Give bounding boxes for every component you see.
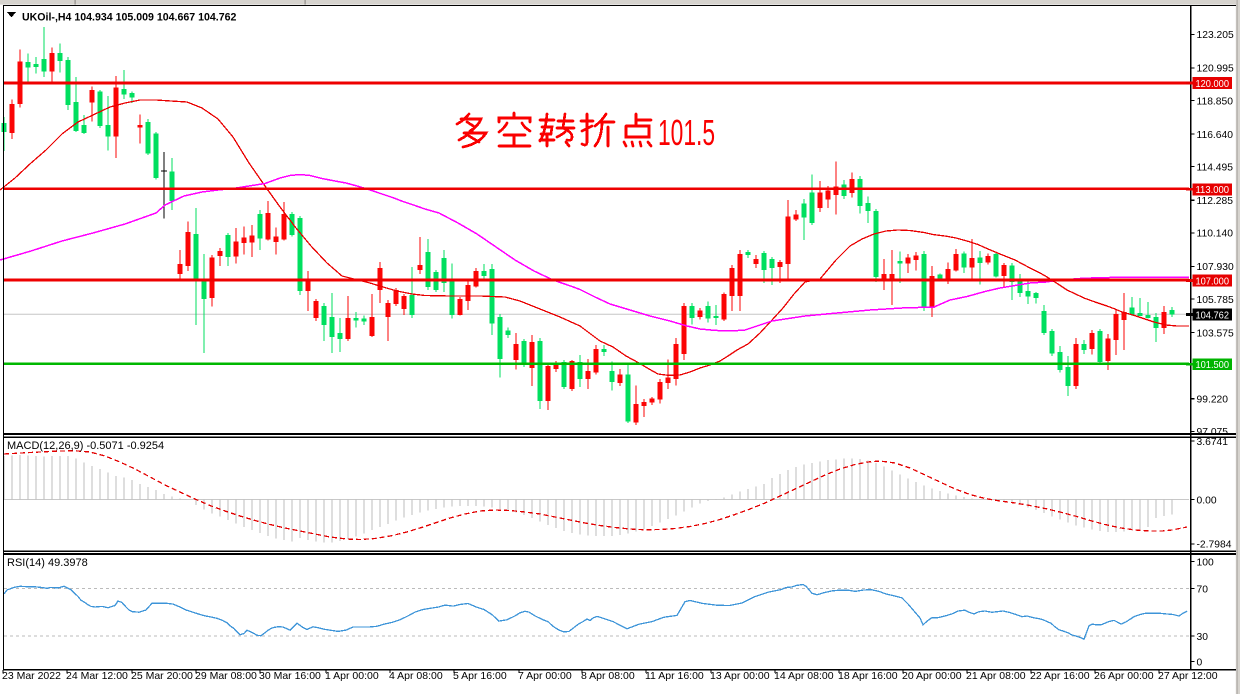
svg-text:RSI(14) 49.3978: RSI(14) 49.3978 bbox=[7, 557, 88, 569]
svg-text:99.220: 99.220 bbox=[1197, 395, 1229, 406]
svg-text:11 Apr 16:00: 11 Apr 16:00 bbox=[645, 670, 704, 682]
svg-text:8 Apr 08:00: 8 Apr 08:00 bbox=[581, 670, 635, 682]
svg-text:101.5: 101.5 bbox=[658, 112, 715, 153]
svg-text:0.00: 0.00 bbox=[1197, 495, 1217, 506]
svg-text:70: 70 bbox=[1197, 584, 1209, 595]
svg-text:104.762: 104.762 bbox=[1196, 310, 1230, 321]
svg-text:UKOil-,H4 104.934 105.009 104: UKOil-,H4 104.934 105.009 104.667 104.76… bbox=[22, 12, 236, 24]
svg-text:7 Apr 00:00: 7 Apr 00:00 bbox=[518, 670, 572, 682]
svg-text:123.205: 123.205 bbox=[1197, 30, 1234, 41]
svg-text:21 Apr 08:00: 21 Apr 08:00 bbox=[966, 670, 1026, 682]
svg-text:1 Apr 00:00: 1 Apr 00:00 bbox=[325, 670, 379, 682]
svg-text:23 Mar 2022: 23 Mar 2022 bbox=[2, 670, 61, 682]
svg-text:105.785: 105.785 bbox=[1197, 295, 1234, 306]
svg-text:30 Mar 16:00: 30 Mar 16:00 bbox=[259, 670, 321, 682]
svg-text:22 Apr 16:00: 22 Apr 16:00 bbox=[1030, 670, 1090, 682]
svg-text:27 Apr 12:00: 27 Apr 12:00 bbox=[1158, 670, 1218, 682]
svg-text:112.285: 112.285 bbox=[1197, 196, 1234, 207]
svg-text:14 Apr 08:00: 14 Apr 08:00 bbox=[774, 670, 834, 682]
svg-text:118.850: 118.850 bbox=[1197, 96, 1234, 107]
svg-text:20 Apr 00:00: 20 Apr 00:00 bbox=[902, 670, 962, 682]
svg-text:-2.7984: -2.7984 bbox=[1197, 540, 1232, 551]
svg-text:97.075: 97.075 bbox=[1197, 427, 1229, 438]
svg-text:18 Apr 16:00: 18 Apr 16:00 bbox=[838, 670, 898, 682]
svg-text:100: 100 bbox=[1197, 557, 1214, 568]
svg-text:116.640: 116.640 bbox=[1197, 130, 1234, 141]
svg-text:107.930: 107.930 bbox=[1197, 262, 1234, 273]
svg-text:30: 30 bbox=[1197, 632, 1209, 643]
svg-text:120.000: 120.000 bbox=[1196, 79, 1230, 90]
svg-text:25 Mar 20:00: 25 Mar 20:00 bbox=[131, 670, 193, 682]
svg-text:5 Apr 16:00: 5 Apr 16:00 bbox=[453, 670, 507, 682]
svg-text:MACD(12,26,9) -0.5071 -0.9254: MACD(12,26,9) -0.5071 -0.9254 bbox=[7, 440, 164, 452]
svg-text:114.495: 114.495 bbox=[1197, 162, 1234, 173]
svg-text:24 Mar 12:00: 24 Mar 12:00 bbox=[66, 670, 128, 682]
svg-text:101.500: 101.500 bbox=[1196, 360, 1230, 371]
svg-text:0: 0 bbox=[1197, 657, 1203, 668]
svg-text:113.000: 113.000 bbox=[1196, 185, 1230, 196]
svg-text:103.575: 103.575 bbox=[1197, 328, 1234, 339]
svg-text:26 Apr 00:00: 26 Apr 00:00 bbox=[1094, 670, 1154, 682]
svg-text:13 Apr 00:00: 13 Apr 00:00 bbox=[710, 670, 770, 682]
svg-text:110.140: 110.140 bbox=[1197, 229, 1234, 240]
svg-text:4 Apr 08:00: 4 Apr 08:00 bbox=[389, 670, 443, 682]
svg-text:120.995: 120.995 bbox=[1197, 64, 1234, 75]
svg-text:3.6741: 3.6741 bbox=[1197, 437, 1229, 448]
svg-text:29 Mar 08:00: 29 Mar 08:00 bbox=[195, 670, 257, 682]
svg-text:107.000: 107.000 bbox=[1196, 276, 1230, 287]
